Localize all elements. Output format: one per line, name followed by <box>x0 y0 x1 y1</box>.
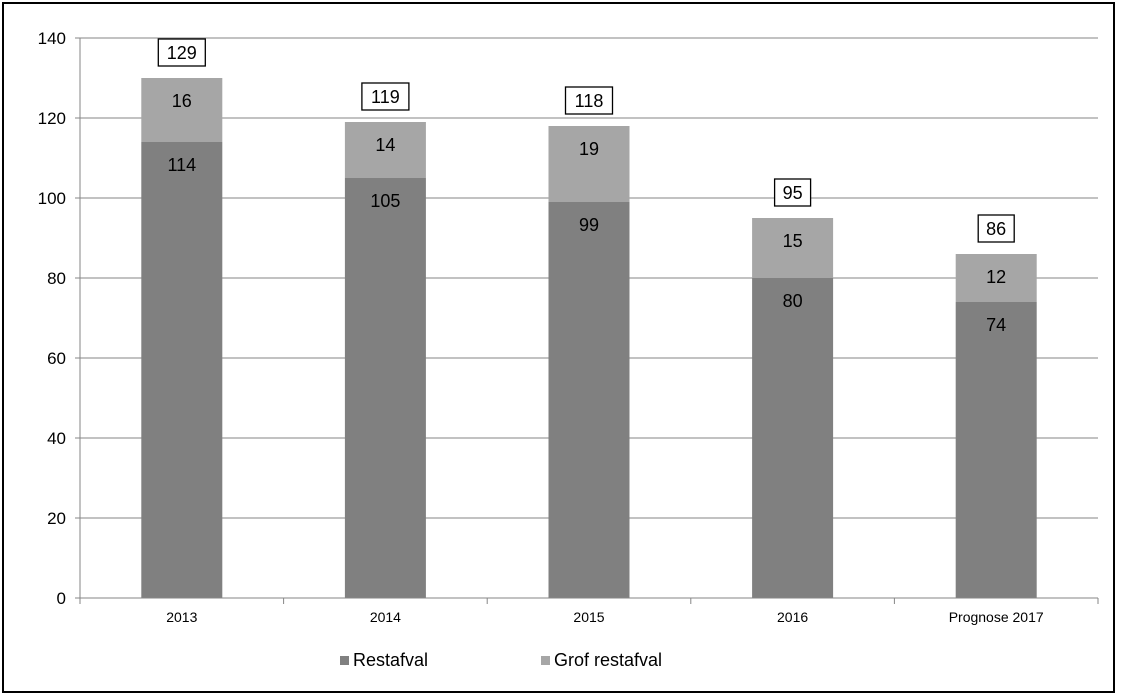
data-label: 74 <box>986 315 1006 335</box>
x-tick-label: 2016 <box>777 609 808 625</box>
bar-segment-grof-restafval <box>752 218 834 278</box>
x-axis: 2013 2014 2015 2016 Prognose 2017 <box>79 597 1099 625</box>
y-tick-label: 140 <box>38 29 66 48</box>
total-label-box <box>977 214 1015 243</box>
data-label: 99 <box>579 215 599 235</box>
total-label: 95 <box>783 183 803 203</box>
bar-segment-grof-restafval <box>548 126 630 202</box>
y-axis: 0 20 40 60 80 100 120 140 <box>38 29 81 608</box>
bar-segment-grof-restafval <box>344 122 426 178</box>
total-label: 118 <box>575 91 604 111</box>
data-label: 105 <box>370 191 400 211</box>
total-label-box <box>361 82 410 111</box>
bar-segment-grof-restafval <box>955 254 1037 302</box>
bar-segment-restafval <box>344 178 426 598</box>
total-label: 129 <box>167 43 197 63</box>
bars: 114 16 129 105 14 119 99 19 118 80 15 95 74 12 86 <box>141 38 1037 598</box>
legend: Restafval Grof restafval <box>340 650 662 670</box>
data-label: 12 <box>986 267 1006 287</box>
bar-segment-restafval <box>548 202 630 598</box>
total-label-box <box>564 86 614 115</box>
data-label: 114 <box>167 155 196 175</box>
y-tick-label: 60 <box>47 349 66 368</box>
bar-segment-grof-restafval <box>141 78 223 142</box>
y-tick-label: 80 <box>47 269 66 288</box>
x-tick-label: Prognose 2017 <box>949 609 1044 625</box>
data-label: 19 <box>579 139 599 159</box>
x-tick-label: 2014 <box>370 609 401 625</box>
total-label: 119 <box>371 87 400 107</box>
legend-label: Restafval <box>353 650 428 670</box>
total-label-box <box>157 38 206 67</box>
bar-segment-restafval <box>955 302 1037 598</box>
y-tick-label: 0 <box>57 589 66 608</box>
data-label: 16 <box>172 91 192 111</box>
x-tick-label: 2013 <box>166 609 197 625</box>
y-tick-label: 20 <box>47 509 66 528</box>
y-tick-label: 120 <box>38 109 66 128</box>
bar-segment-restafval <box>141 142 223 598</box>
legend-swatch <box>541 656 550 665</box>
bar-segment-restafval <box>752 278 834 598</box>
total-label-box <box>773 178 812 207</box>
data-label: 14 <box>375 135 395 155</box>
y-tick-label: 40 <box>47 429 66 448</box>
legend-label: Grof restafval <box>554 650 662 670</box>
legend-swatch <box>340 656 349 665</box>
y-tick-label: 100 <box>38 189 66 208</box>
x-tick-label: 2015 <box>573 609 604 625</box>
data-label: 80 <box>783 291 803 311</box>
data-label: 15 <box>783 231 803 251</box>
total-label: 86 <box>986 219 1006 239</box>
